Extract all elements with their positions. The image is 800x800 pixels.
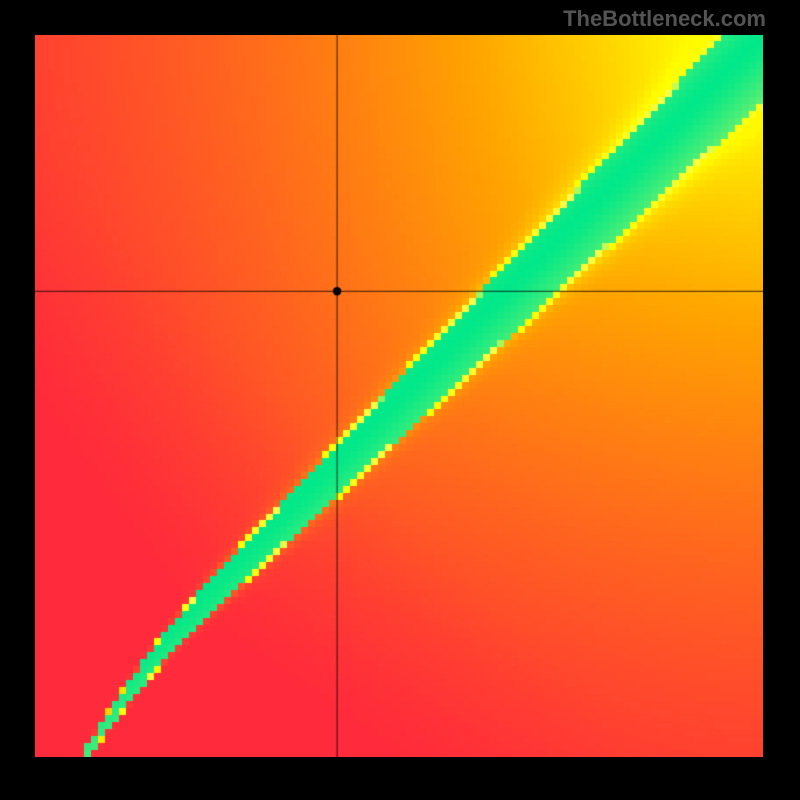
watermark-text: TheBottleneck.com	[563, 6, 766, 32]
bottleneck-heatmap	[35, 35, 763, 757]
chart-container: { "canvas": { "width": 800, "height": 80…	[0, 0, 800, 800]
